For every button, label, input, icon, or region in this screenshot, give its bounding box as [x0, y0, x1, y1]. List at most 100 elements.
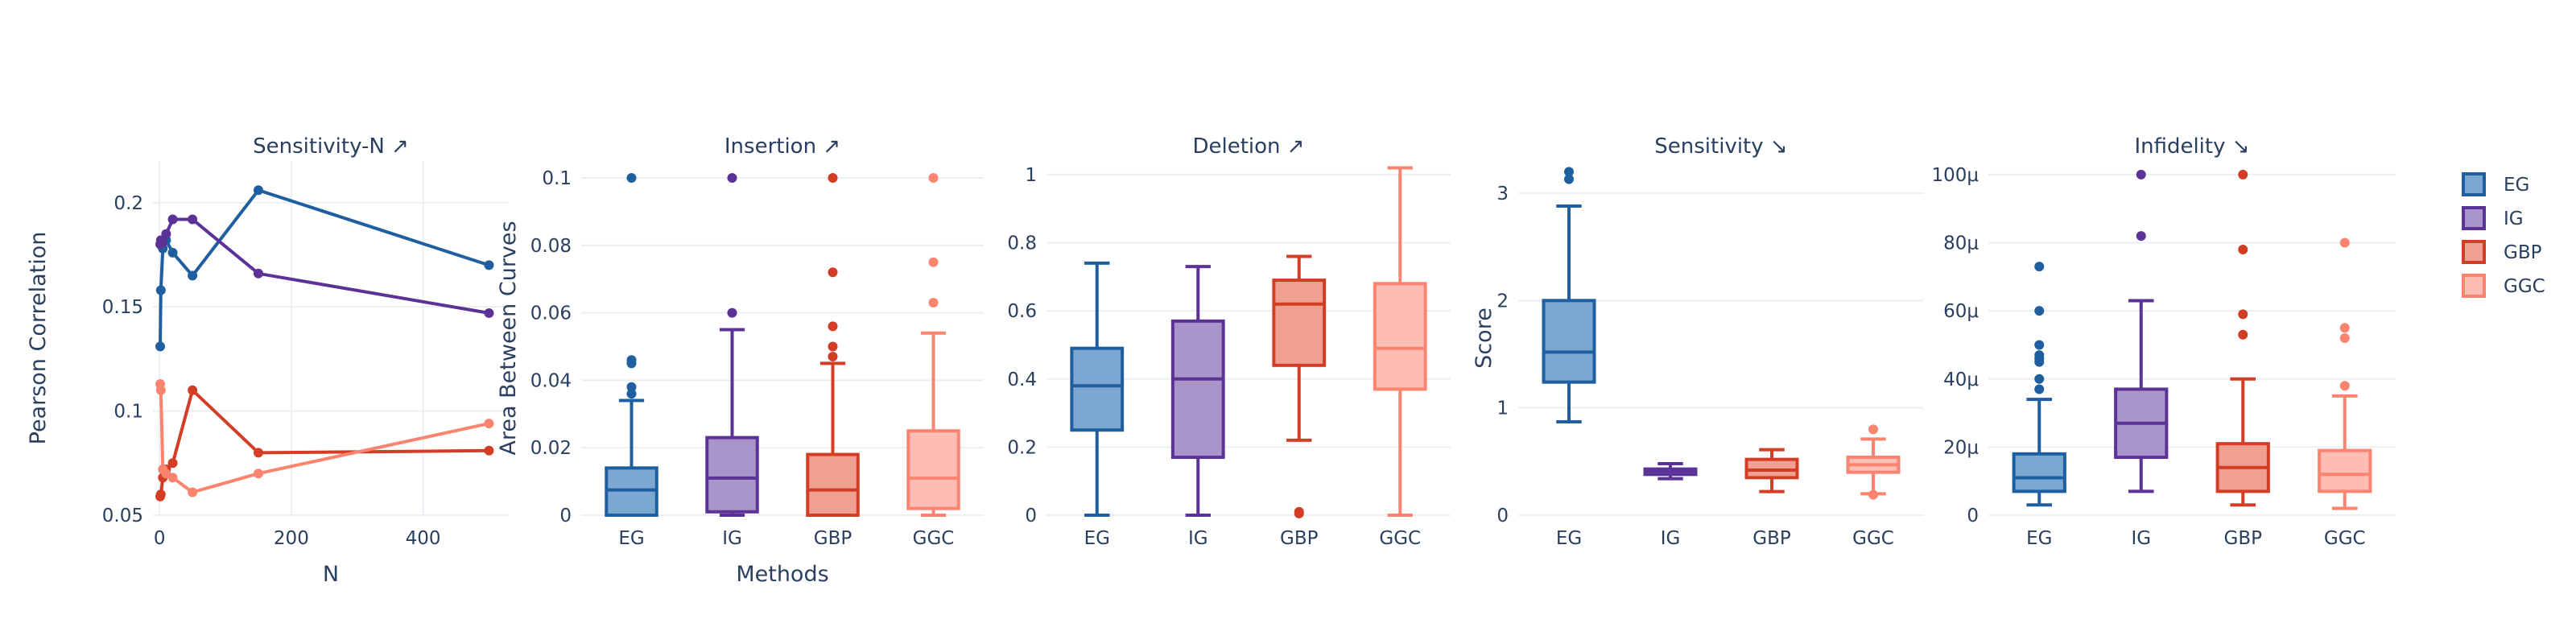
outlier-point [2238, 329, 2248, 340]
box-iqr [2012, 452, 2066, 493]
series-line-GBP [159, 386, 489, 497]
outlier-point [626, 382, 637, 392]
outlier-point [928, 298, 939, 308]
box-IG [1643, 462, 1698, 481]
x-tick-label: EG [2026, 528, 2052, 549]
legend-swatch [2462, 274, 2486, 298]
legend-swatch [2462, 172, 2486, 196]
x-tick-label: EG [1556, 528, 1582, 549]
x-tick-label: EG [1084, 528, 1110, 549]
box-GGC [1846, 424, 1901, 500]
y-tick-label: 3 [1496, 184, 1509, 204]
box-EG [605, 172, 658, 517]
box-iqr [705, 436, 759, 514]
subplot-5: 0 20μ 40μ 60μ 80μ 100μ Infidelity ↘ EG IG GBP GGC [1931, 134, 2396, 549]
data-point-GGC [484, 419, 494, 429]
outlier-point [2034, 384, 2045, 394]
y-tick-label: 0.05 [102, 506, 143, 526]
subplot-title: Infidelity ↘ [2134, 134, 2249, 159]
box-iqr [1542, 299, 1596, 384]
data-point-EG [188, 270, 198, 281]
outlier-point [2034, 374, 2045, 384]
y-tick-label: 0.15 [102, 297, 143, 318]
x-tick-label: EG [618, 528, 644, 549]
y-axis-label: Pearson Correlation [26, 232, 51, 445]
y-tick-label: 60μ [1943, 301, 1979, 322]
y-tick-label: 40μ [1943, 369, 1979, 390]
y-tick-label: 2 [1496, 291, 1509, 312]
outlier-point [928, 257, 939, 267]
legend-label: EG [2504, 175, 2529, 196]
outlier-point [1564, 167, 1574, 177]
x-tick-label: GGC [1379, 528, 1421, 549]
legend-item-GGC: GGC [2462, 274, 2545, 298]
subplot-title: Deletion ↗ [1192, 134, 1304, 159]
data-point-IG [484, 308, 494, 318]
data-point-IG [253, 268, 263, 279]
outlier-point [2034, 340, 2045, 350]
y-tick-label: 80μ [1943, 233, 1979, 254]
series-line-IG [159, 217, 489, 315]
y-tick-label: 0.6 [1007, 301, 1037, 322]
x-tick-label: IG [2131, 528, 2151, 549]
data-point-GBP [253, 448, 263, 458]
box-iqr [1373, 282, 1427, 391]
box-GBP [2215, 169, 2270, 507]
outlier-point [727, 172, 737, 183]
x-tick-label: GBP [1280, 528, 1319, 549]
box-IG [1170, 265, 1225, 517]
outlier-point [2136, 231, 2146, 242]
box-GGC [2318, 237, 2372, 510]
outlier-point [828, 172, 838, 183]
legend-item-EG: EG [2462, 172, 2529, 196]
y-tick-label: 20μ [1943, 437, 1979, 458]
x-tick-label: IG [722, 528, 742, 549]
outlier-point [1294, 506, 1304, 517]
y-tick-label: 0.2 [114, 193, 143, 214]
x-tick-label: GGC [913, 528, 955, 549]
y-axis-label: Area Between Curves [496, 221, 521, 455]
x-tick-label: 400 [406, 528, 441, 549]
box-GBP [806, 172, 860, 517]
legend-label: GBP [2504, 242, 2542, 263]
box-EG [1070, 261, 1125, 517]
y-tick-label: 0.4 [1007, 369, 1037, 390]
data-point-EG [155, 285, 166, 295]
data-point-EG [155, 341, 166, 352]
box-IG [705, 172, 759, 517]
x-tick-label: IG [1661, 528, 1681, 549]
outlier-point [2339, 323, 2350, 333]
outlier-point [1868, 489, 1878, 500]
y-tick-label: 0.06 [530, 303, 572, 324]
subplot-2: 0 0.02 0.04 0.06 0.08 0.1 Insertion ↗ EG IG GBP GG… [496, 134, 984, 587]
box-iqr [1272, 279, 1327, 367]
y-tick-label: 0.1 [542, 168, 572, 189]
legend-item-GBP: GBP [2462, 240, 2542, 264]
y-tick-label: 100μ [1931, 165, 1979, 186]
outlier-point [828, 267, 838, 278]
x-tick-label: GBP [814, 528, 852, 549]
outlier-point [2339, 333, 2350, 343]
data-point-GGC [253, 469, 263, 479]
outlier-point [2034, 306, 2045, 316]
box-GGC [1373, 166, 1427, 517]
outlier-point [828, 321, 838, 332]
legend-label: GGC [2504, 276, 2545, 297]
data-point-EG [484, 260, 494, 270]
y-tick-label: 0 [1025, 506, 1037, 526]
data-point-GBP [484, 445, 494, 456]
x-tick-label: GBP [1752, 528, 1791, 549]
outlier-point [2034, 350, 2045, 361]
data-point-EG [167, 247, 178, 258]
x-tick-label: GGC [2324, 528, 2366, 549]
x-tick-label: GGC [1852, 528, 1894, 549]
data-point-GGC [188, 487, 198, 497]
outlier-point [2339, 381, 2350, 391]
outlier-point [828, 341, 838, 352]
box-GGC [906, 172, 960, 517]
subplot-title: Sensitivity-N ↗ [253, 134, 409, 159]
data-point-IG [161, 229, 171, 239]
legend-swatch [2462, 206, 2486, 230]
outlier-point [2238, 309, 2248, 320]
